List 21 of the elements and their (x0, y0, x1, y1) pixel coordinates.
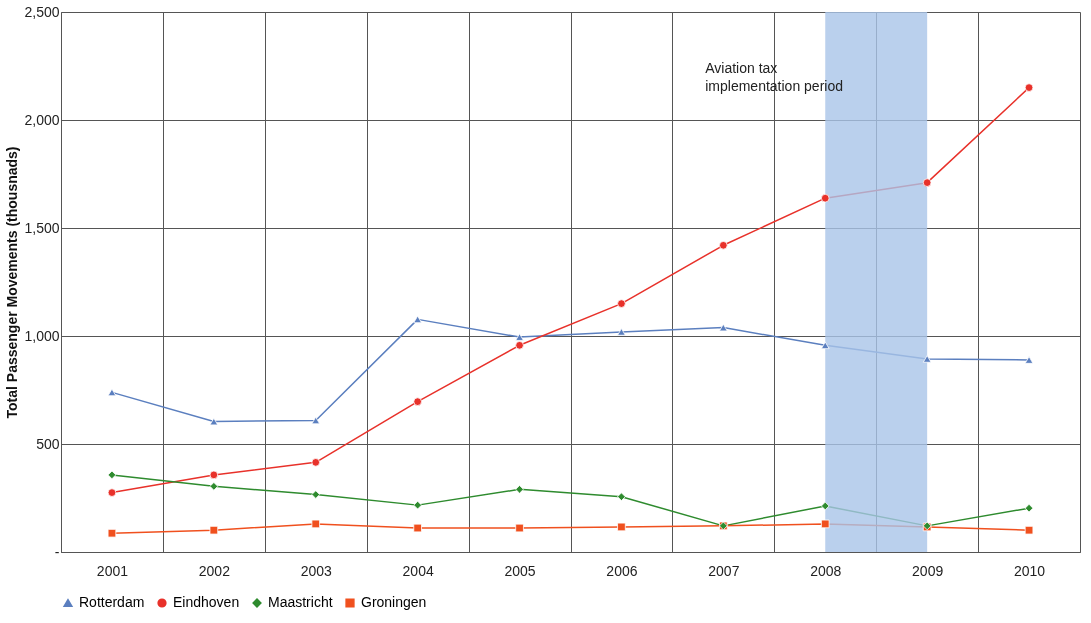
y-tick-label: 2,500 (24, 3, 60, 20)
legend-label: Maastricht (268, 594, 333, 610)
y-tick-label: - (54, 543, 60, 560)
y-axis-title: Total Passenger Movements (thousnads) (4, 146, 21, 419)
legend-label: Eindhoven (173, 594, 240, 610)
x-tick-label: 2008 (810, 562, 842, 579)
y-tick-label: 1,000 (24, 327, 60, 344)
legend-label: Groningen (361, 594, 427, 610)
y-tick-label: 1,500 (24, 219, 60, 236)
x-tick-label: 2005 (504, 562, 536, 579)
x-tick-label: 2007 (708, 562, 740, 579)
x-tick-label: 2009 (912, 562, 944, 579)
x-tick-label: 2010 (1013, 562, 1046, 579)
x-tick-label: 2001 (96, 562, 129, 579)
legend-label: Rotterdam (79, 594, 145, 610)
x-tick-label: 2006 (606, 562, 638, 579)
x-tick-label: 2003 (300, 562, 333, 579)
y-tick-label: 500 (36, 435, 60, 452)
y-tick-label: 2,000 (24, 111, 60, 128)
x-tick-label: 2002 (198, 562, 231, 579)
x-tick-label: 2004 (402, 562, 434, 579)
